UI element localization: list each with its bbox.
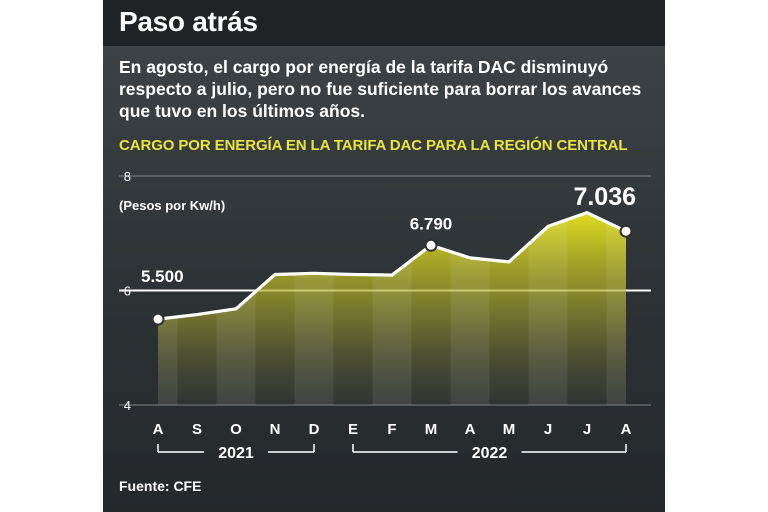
data-label: 7.036	[573, 183, 636, 211]
area-stripe	[606, 212, 626, 405]
area-stripe	[528, 212, 568, 405]
subtitle: En agosto, el cargo por energía de la ta…	[119, 57, 642, 121]
data-label: 6.790	[410, 214, 453, 233]
data-point	[424, 238, 438, 252]
data-point	[151, 312, 165, 326]
x-tick-label: A	[621, 421, 632, 438]
x-tick-label: M	[425, 421, 438, 438]
x-tick-label: A	[153, 421, 164, 438]
x-tick-label: O	[230, 421, 242, 438]
x-tick-label: J	[583, 421, 591, 438]
x-tick-label: D	[309, 421, 320, 438]
chart-panel: Paso atrás En agosto, el cargo por energ…	[103, 0, 665, 512]
year-label: 2021	[218, 445, 254, 462]
y-tick-label: 6	[124, 284, 131, 299]
chart-title: CARGO POR ENERGÍA EN LA TARIFA DAC PARA …	[119, 137, 628, 154]
page-title: Paso atrás	[119, 6, 258, 37]
y-axis-label: (Pesos por Kw/h)	[119, 198, 226, 213]
source-note: Fuente: CFE	[119, 478, 202, 494]
data-point	[619, 224, 633, 238]
x-tick-label: E	[348, 421, 358, 438]
series-line	[157, 211, 627, 321]
x-tick-label: N	[270, 421, 281, 438]
data-label: 5.500	[141, 267, 184, 286]
title-bar: Paso atrás	[103, 0, 665, 46]
x-tick-label: J	[544, 421, 552, 438]
x-tick-label: S	[192, 421, 202, 438]
x-tick-label: M	[503, 421, 516, 438]
y-tick-label: 4	[124, 398, 131, 413]
y-tick-label: 8	[124, 169, 131, 184]
year-label: 2022	[472, 445, 508, 462]
area-chart: 4 6 8 5.500 6.790 7.036 A S O N D E F M A M J J A 2021 202…	[119, 169, 651, 462]
x-tick-label: A	[465, 421, 476, 438]
x-tick-label: F	[387, 421, 396, 438]
area-fill	[158, 212, 626, 405]
